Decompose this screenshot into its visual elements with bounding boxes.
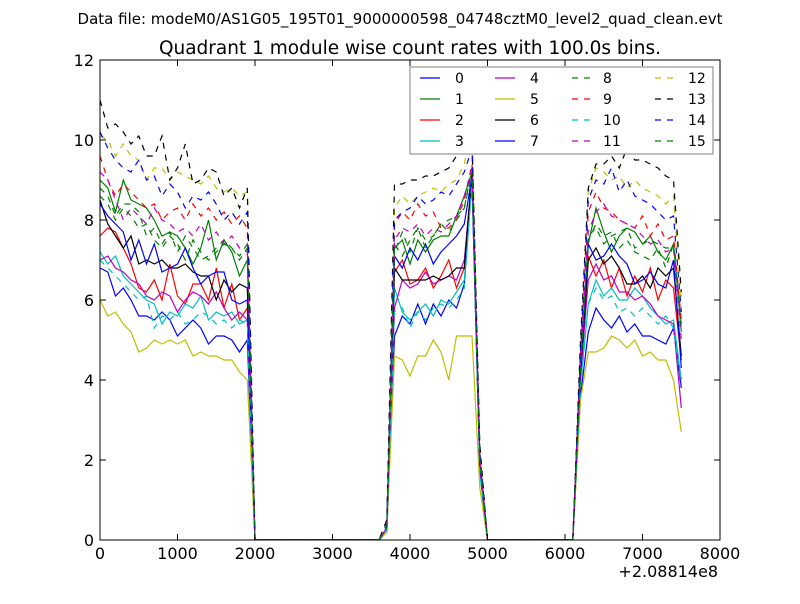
legend-label: 7 <box>530 134 539 150</box>
legend-label: 6 <box>530 113 539 129</box>
legend-box <box>409 66 714 155</box>
legend-label: 8 <box>603 71 612 87</box>
series-lines <box>100 99 682 540</box>
chart-title: Quadrant 1 module wise count rates with … <box>159 38 661 59</box>
axis-ticks: 0 1000 2000 3000 4000 5000 6000 7000 80000246810… <box>74 51 741 563</box>
legend-label: 0 <box>455 71 464 87</box>
series-line-13 <box>100 99 682 540</box>
legend-label: 14 <box>688 113 706 129</box>
y-tick-label: 0 <box>84 531 94 550</box>
series-line-11 <box>100 167 682 540</box>
y-tick-label: 2 <box>84 451 94 470</box>
legend-label: 3 <box>455 134 464 150</box>
x-tick-label: 4000 <box>390 544 431 563</box>
legend-label: 13 <box>688 92 706 108</box>
chart-suptitle: Data file: modeM0/AS1G05_195T01_90000005… <box>78 10 723 29</box>
x-tick-label: 3000 <box>312 544 353 563</box>
y-tick-label: 10 <box>74 131 94 150</box>
x-tick-label: 1000 <box>157 544 198 563</box>
legend-label: 5 <box>530 92 539 108</box>
y-tick-label: 8 <box>84 211 94 230</box>
x-tick-label: 7000 <box>622 544 663 563</box>
x-tick-label: 8000 <box>700 544 741 563</box>
legend-label: 12 <box>688 71 706 87</box>
series-line-15 <box>100 171 682 540</box>
x-tick-label: 0 <box>95 544 105 563</box>
y-tick-label: 6 <box>84 291 94 310</box>
legend-label: 2 <box>455 113 464 129</box>
legend-label: 4 <box>530 71 539 87</box>
y-tick-label: 12 <box>74 51 94 70</box>
legend-label: 1 <box>455 92 464 108</box>
legend-label: 15 <box>688 134 706 150</box>
x-offset-text: +2.08814e8 <box>618 562 718 581</box>
y-tick-label: 4 <box>84 371 94 390</box>
x-tick-label: 5000 <box>467 544 508 563</box>
legend-label: 9 <box>603 92 612 108</box>
legend-label: 11 <box>603 134 621 150</box>
x-tick-label: 6000 <box>545 544 586 563</box>
series-line-9 <box>100 155 682 540</box>
series-line-14 <box>100 131 682 540</box>
series-line-10 <box>100 179 682 540</box>
series-line-5 <box>100 299 682 540</box>
x-tick-label: 2000 <box>235 544 276 563</box>
legend-label: 10 <box>603 113 621 129</box>
